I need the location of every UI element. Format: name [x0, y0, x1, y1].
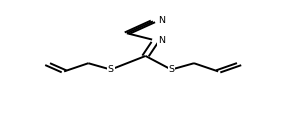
Text: N: N: [158, 16, 165, 25]
Text: S: S: [168, 65, 174, 74]
Text: N: N: [158, 36, 165, 45]
Text: S: S: [108, 65, 114, 74]
